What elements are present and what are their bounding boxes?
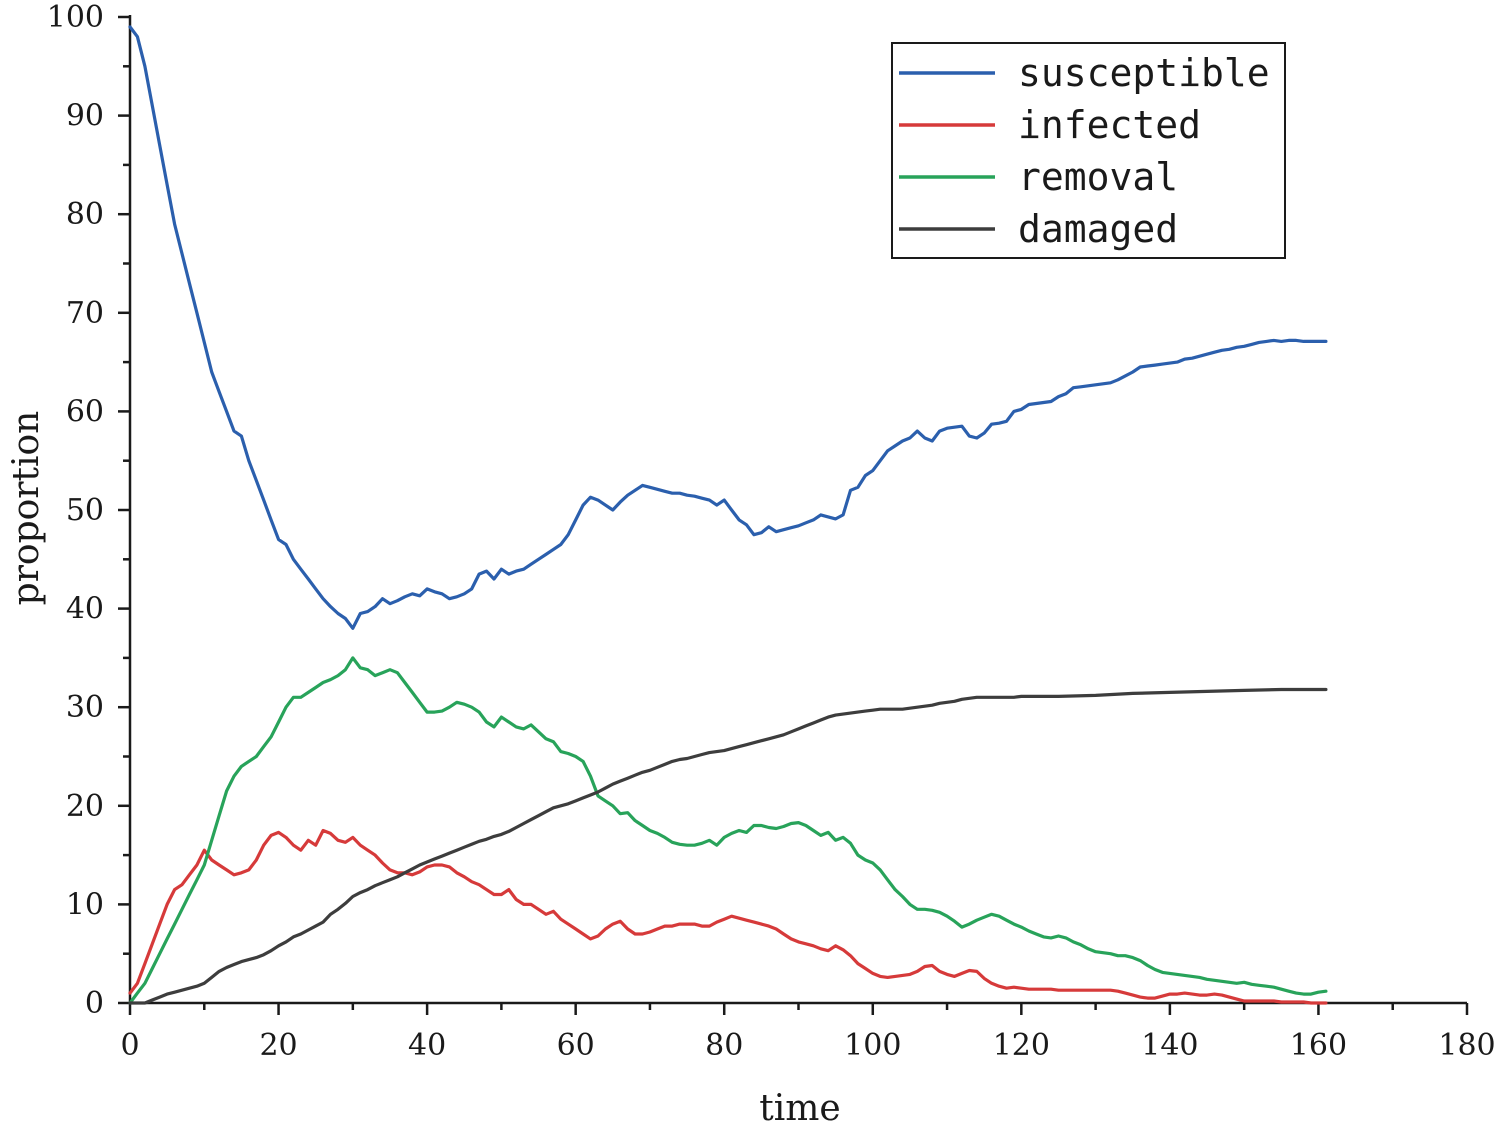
x-tick-label: 40	[408, 1028, 446, 1063]
legend-label-removal: removal	[1018, 155, 1178, 199]
x-tick-label: 60	[557, 1028, 595, 1063]
x-tick-label: 180	[1438, 1028, 1495, 1063]
y-tick-label: 80	[66, 197, 104, 232]
legend-label-damaged: damaged	[1018, 207, 1178, 251]
x-tick-label: 120	[993, 1028, 1050, 1063]
legend-label-susceptible: susceptible	[1018, 51, 1270, 95]
y-tick-label: 100	[47, 0, 104, 35]
y-tick-label: 70	[66, 296, 104, 331]
y-tick-label: 20	[66, 789, 104, 824]
legend: susceptible infected removal damaged	[891, 42, 1286, 259]
series-line-damaged	[128, 687, 1328, 1005]
y-axis-title: proportion	[6, 411, 47, 606]
legend-label-infected: infected	[1018, 103, 1201, 147]
y-tick-label: 10	[66, 887, 104, 922]
x-axis-title: time	[759, 1088, 840, 1129]
y-tick-label: 90	[66, 99, 104, 134]
series-line-susceptible	[128, 25, 1328, 630]
x-tick-label: 100	[844, 1028, 901, 1063]
x-tick-label: 80	[705, 1028, 743, 1063]
series-line-removal	[128, 656, 1328, 1005]
x-tick-label: 0	[120, 1028, 139, 1063]
series-line-infected	[128, 828, 1328, 1005]
y-tick-label: 50	[66, 493, 104, 528]
y-tick-label: 40	[66, 592, 104, 627]
x-tick-label: 140	[1141, 1028, 1198, 1063]
y-tick-label: 60	[66, 394, 104, 429]
y-tick-label: 30	[66, 690, 104, 725]
legend-box	[891, 42, 1286, 259]
x-tick-label: 20	[259, 1028, 297, 1063]
series-layer	[128, 25, 1328, 1005]
x-tick-label: 160	[1290, 1028, 1347, 1063]
y-tick-label: 0	[85, 986, 104, 1021]
axes-layer: 0 20 40 60 80 100 120 140 160 180 0 10 20 30 40 50 60 70 8…	[47, 0, 1496, 1063]
